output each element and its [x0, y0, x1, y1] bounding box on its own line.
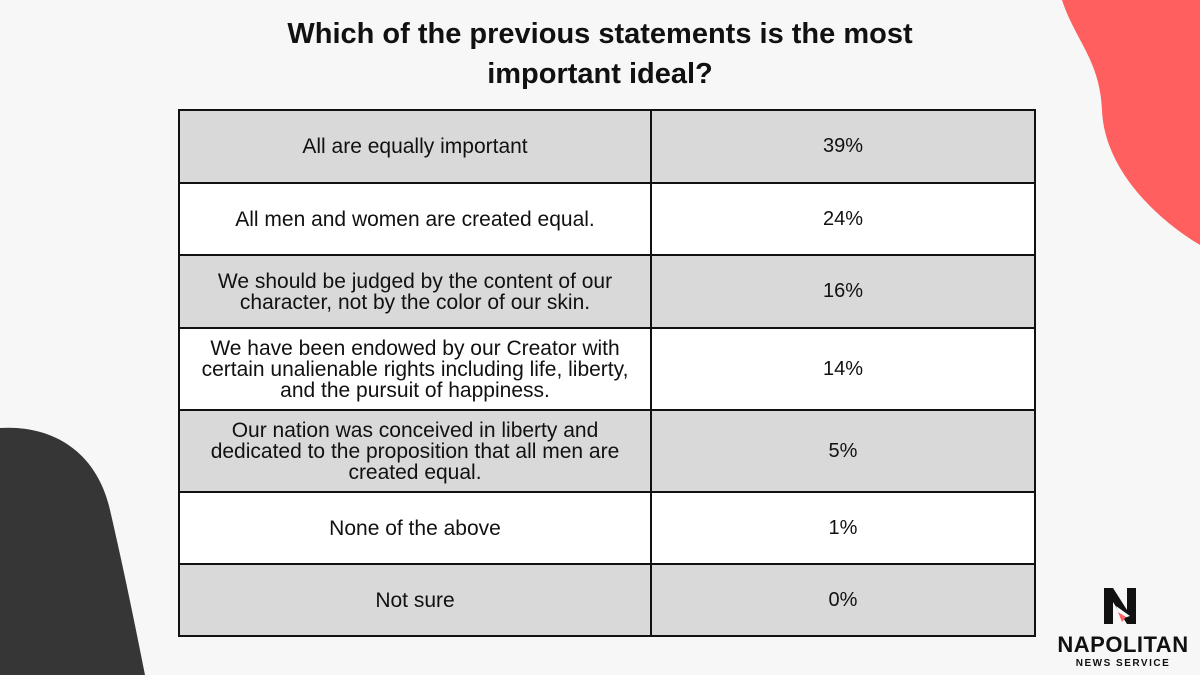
napolitan-logo: NAPOLITAN NEWS SERVICE [1048, 582, 1198, 675]
table-row: All men and women are created equal. 24% [178, 182, 1036, 256]
percentage-cell: 14% [650, 327, 1036, 411]
statement-cell: All are equally important [178, 109, 652, 184]
dark-corner-blob [0, 427, 145, 675]
percentage-cell: 39% [650, 109, 1036, 184]
statement-cell: None of the above [178, 491, 652, 565]
statement-cell: Not sure [178, 563, 652, 637]
page-title: Which of the previous statements is the … [287, 18, 913, 90]
statement-cell: All men and women are created equal. [178, 182, 652, 256]
percentage-cell: 16% [650, 254, 1036, 329]
statement-cell: We have been endowed by our Creator with… [178, 327, 652, 411]
percentage-cell: 5% [650, 409, 1036, 493]
table-row: We should be judged by the content of ou… [178, 254, 1036, 329]
table-row: None of the above 1% [178, 491, 1036, 565]
table-row: Not sure 0% [178, 563, 1036, 637]
logo-subtitle: NEWS SERVICE [1075, 658, 1171, 669]
napolitan-n-eagle-icon [1104, 588, 1136, 624]
coral-corner-blob [1062, 0, 1200, 245]
results-table: All are equally important 39% All men and … [178, 109, 1036, 637]
statement-cell: Our nation was conceived in liberty and … [178, 409, 652, 493]
table-row: Our nation was conceived in liberty and … [178, 409, 1036, 493]
logo-name: NAPOLITAN [1057, 632, 1189, 657]
statement-cell: We should be judged by the content of ou… [178, 254, 652, 329]
percentage-cell: 24% [650, 182, 1036, 256]
percentage-cell: 1% [650, 491, 1036, 565]
table-row: We have been endowed by our Creator with… [178, 327, 1036, 411]
percentage-cell: 0% [650, 563, 1036, 637]
table-row: All are equally important 39% [178, 109, 1036, 184]
